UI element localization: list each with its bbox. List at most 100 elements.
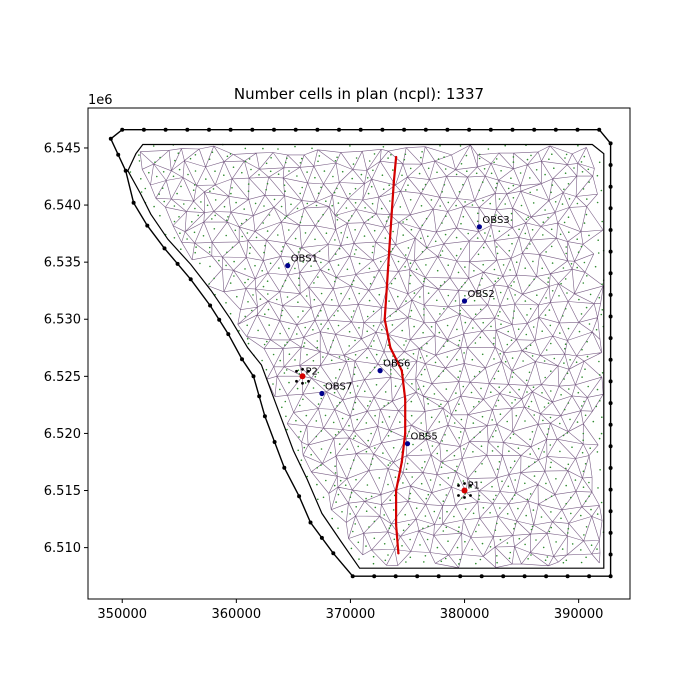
cell-center <box>563 408 566 411</box>
cell-center <box>436 299 438 302</box>
cell-center <box>425 246 428 249</box>
cell-center <box>542 221 545 223</box>
cell-center <box>519 172 522 174</box>
cell-center <box>176 192 178 195</box>
cell-center <box>334 280 336 283</box>
cell-center <box>493 268 496 271</box>
cell-center <box>470 486 472 489</box>
boundary-vertex <box>319 535 324 540</box>
cell-center <box>495 214 497 216</box>
cell-center <box>424 183 427 186</box>
cell-center <box>390 373 392 375</box>
cell-center <box>226 251 228 254</box>
cell-center <box>563 378 565 380</box>
cell-center <box>586 355 589 358</box>
cell-center <box>439 254 442 256</box>
cell-center <box>325 232 328 234</box>
cell-center <box>459 312 461 315</box>
cell-center <box>459 309 461 312</box>
cell-center <box>526 247 528 250</box>
cell-center <box>410 414 413 417</box>
cell-center <box>312 360 315 362</box>
cell-center <box>393 538 396 541</box>
well-point <box>299 373 306 380</box>
cell-center <box>558 295 560 297</box>
cell-center <box>279 388 281 391</box>
cell-center <box>550 245 553 248</box>
boundary-vertex <box>297 494 302 499</box>
cell-center <box>387 435 390 437</box>
cell-center <box>244 281 246 284</box>
boundary-vertex <box>501 574 506 579</box>
cell-center <box>380 260 382 263</box>
cell-center <box>531 229 534 231</box>
cell-center <box>529 243 531 245</box>
cell-center <box>406 462 409 465</box>
cell-center <box>550 370 552 373</box>
cell-center <box>455 236 458 239</box>
cell-center <box>477 212 479 215</box>
cell-center <box>342 388 345 391</box>
cell-center <box>174 159 176 162</box>
cell-center <box>541 392 543 394</box>
cell-center <box>596 513 599 515</box>
cell-center <box>254 202 257 205</box>
cell-center <box>246 324 248 327</box>
cell-center <box>387 402 390 404</box>
cell-center <box>571 543 574 545</box>
cell-center <box>370 463 372 466</box>
cell-center <box>316 346 319 349</box>
cell-center <box>549 444 552 446</box>
cell-center <box>492 498 495 501</box>
cell-center <box>389 499 392 502</box>
cell-center <box>312 387 315 389</box>
cell-center <box>232 166 235 168</box>
cell-center <box>233 260 235 263</box>
cell-center <box>264 244 266 247</box>
cell-center <box>473 436 476 439</box>
cell-center <box>549 466 552 469</box>
cell-center <box>383 359 386 362</box>
cell-center <box>236 295 238 298</box>
cell-center <box>322 213 324 216</box>
cell-center <box>456 465 458 468</box>
cell-center <box>173 237 176 239</box>
boundary-vertex <box>608 401 613 406</box>
cell-center <box>476 237 479 239</box>
boundary-vertex <box>162 246 167 251</box>
cell-center <box>511 402 513 404</box>
cell-center <box>512 371 515 374</box>
cell-center <box>490 325 492 328</box>
cell-center <box>336 405 338 407</box>
cell-center <box>596 388 599 391</box>
cell-center <box>365 545 367 547</box>
cell-center <box>498 386 501 389</box>
cell-center <box>577 144 579 147</box>
cell-center <box>354 339 356 342</box>
cell-center <box>304 232 307 234</box>
cell-center <box>495 430 497 432</box>
cell-center <box>129 171 132 173</box>
cell-center <box>251 309 253 312</box>
cell-center <box>371 216 374 218</box>
cell-center <box>529 453 531 455</box>
cell-center <box>302 261 305 263</box>
cell-center <box>372 562 375 565</box>
cell-center <box>584 414 587 417</box>
cell-center <box>582 432 585 435</box>
cell-center <box>382 452 384 454</box>
well-node <box>301 367 304 371</box>
cell-center <box>440 560 443 563</box>
cell-center <box>320 397 323 400</box>
cell-center <box>565 484 567 487</box>
cell-center <box>594 265 597 268</box>
cell-center <box>581 405 583 407</box>
cell-center <box>178 168 181 171</box>
cell-center <box>306 353 308 356</box>
cell-center <box>347 358 350 361</box>
cell-center <box>346 268 349 271</box>
cell-center <box>456 328 458 331</box>
cell-center <box>447 540 449 542</box>
cell-center <box>144 187 147 190</box>
cell-center <box>458 563 460 565</box>
